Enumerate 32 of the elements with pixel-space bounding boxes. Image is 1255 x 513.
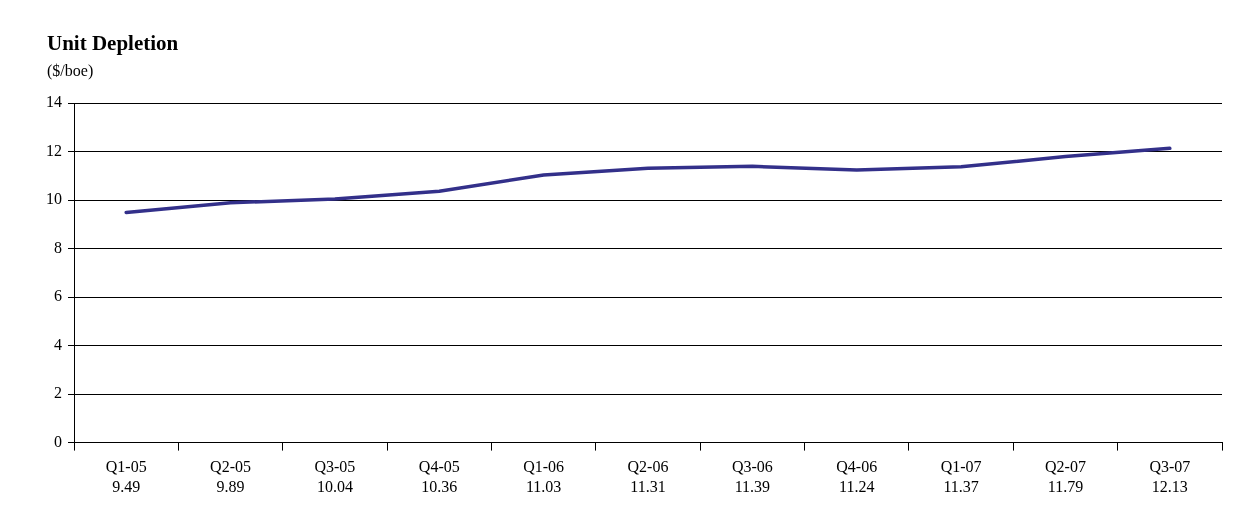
y-tick-label: 14	[46, 93, 62, 111]
data-label: 11.03	[525, 477, 562, 495]
x-tick-label: Q2-07	[1045, 458, 1086, 476]
x-tick-label: Q2-05	[210, 458, 251, 476]
x-tick-label: Q1-07	[940, 458, 982, 476]
data-label: 10.36	[421, 477, 458, 495]
x-tick-label: Q4-05	[418, 458, 460, 476]
y-tick-label: 10	[46, 190, 62, 208]
data-label: 11.79	[1047, 477, 1084, 495]
data-label: 12.13	[1151, 477, 1188, 495]
data-label: 11.24	[839, 477, 875, 495]
x-tick-label: Q2-06	[627, 458, 669, 476]
data-label: 11.31	[630, 477, 666, 495]
y-tick-label: 8	[54, 238, 62, 256]
x-tick-label: Q1-06	[523, 458, 565, 476]
y-tick-label: 6	[54, 287, 62, 305]
chart-subtitle: ($/boe)	[47, 62, 94, 80]
x-tick-label: Q3-07	[1149, 458, 1191, 476]
data-label: 9.49	[112, 477, 141, 495]
data-label: 11.37	[943, 477, 979, 495]
data-label: 10.04	[316, 477, 353, 495]
data-label: 9.89	[216, 477, 245, 495]
data-label: 11.39	[734, 477, 771, 495]
x-tick-label: Q1-05	[105, 458, 147, 476]
chart-title: Unit Depletion	[47, 31, 179, 56]
y-tick-label: 4	[54, 335, 62, 353]
x-tick-label: Q3-06	[731, 458, 773, 476]
y-tick-label: 12	[46, 141, 62, 159]
x-tick-label: Q4-06	[836, 458, 878, 476]
x-tick-label: Q3-05	[314, 458, 356, 476]
y-tick-label: 2	[54, 384, 62, 402]
y-tick-label: 0	[54, 432, 62, 450]
